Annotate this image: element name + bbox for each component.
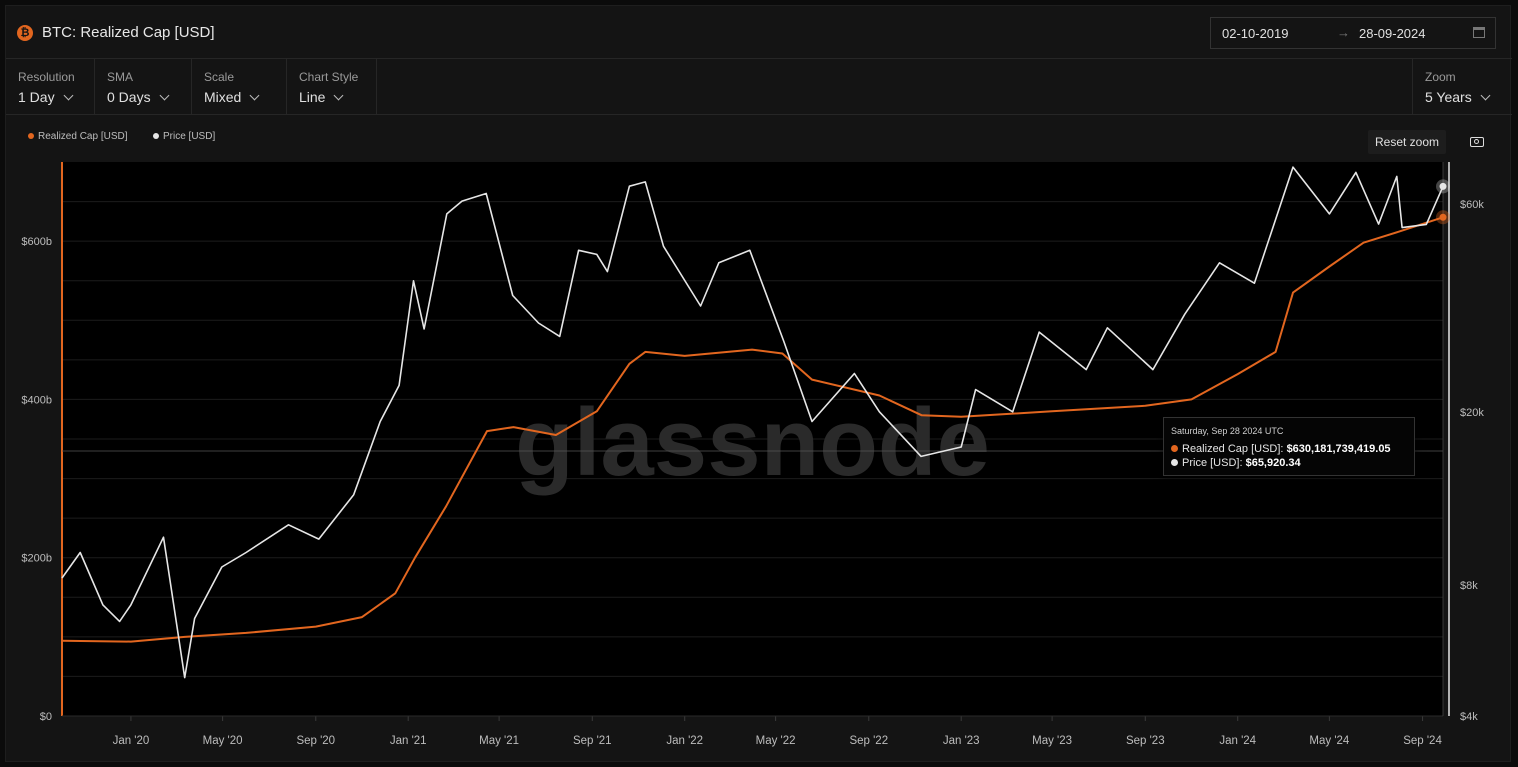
x-tick-label: Jan '21: [390, 735, 427, 747]
x-tick-label: Sep '21: [573, 735, 612, 747]
glassnode-watermark: glassnode: [515, 389, 990, 496]
x-tick-label: May '22: [756, 735, 796, 747]
legend-label: Price [USD]: [163, 131, 216, 142]
calendar-icon[interactable]: [1473, 27, 1485, 38]
chart-header: ₿ BTC: Realized Cap [USD] 02-10-2019 → 2…: [6, 6, 1512, 59]
bitcoin-icon: ₿: [17, 25, 33, 41]
resolution-value: 1 Day: [18, 89, 55, 105]
x-tick-label: Sep '24: [1403, 735, 1442, 747]
scale-value: Mixed: [204, 89, 242, 105]
legend-item-realized-cap[interactable]: Realized Cap [USD]: [28, 131, 127, 142]
chart-style-label: Chart Style: [299, 70, 359, 84]
y-right-tick-label: $60k: [1460, 199, 1484, 211]
scale-select[interactable]: Scale Mixed: [192, 59, 287, 114]
sma-label: SMA: [107, 70, 134, 84]
chart-toolbar: Resolution 1 Day SMA 0 Days Scale Mixed …: [6, 59, 1512, 115]
tooltip-row-price: Price [USD]: $65,920.34: [1171, 457, 1301, 469]
chart-style-select[interactable]: Chart Style Line: [287, 59, 377, 114]
zoom-select[interactable]: Zoom 5 Years: [1412, 59, 1512, 114]
x-tick-label: Sep '23: [1126, 735, 1165, 747]
y-right-tick-label: $4k: [1460, 711, 1478, 723]
resolution-select[interactable]: Resolution 1 Day: [6, 59, 95, 114]
tooltip-marker: [1171, 458, 1178, 466]
x-tick-label: Sep '20: [296, 735, 335, 747]
y-left-tick-label: $600b: [21, 236, 52, 248]
x-tick-label: May '20: [203, 735, 243, 747]
x-tick-label: Jan '23: [943, 735, 980, 747]
legend-marker: [28, 133, 34, 140]
tooltip-row-realized-cap: Realized Cap [USD]: $630,181,739,419.05: [1171, 443, 1391, 455]
x-tick-label: May '24: [1309, 735, 1350, 747]
tooltip-label: Price [USD]:: [1182, 457, 1243, 469]
y-right-tick-label: $8k: [1460, 580, 1478, 592]
tooltip-label: Realized Cap [USD]:: [1182, 443, 1284, 455]
date-from-input[interactable]: 02-10-2019: [1222, 26, 1289, 41]
zoom-label: Zoom: [1425, 70, 1456, 84]
x-tick-label: Sep '22: [849, 735, 888, 747]
tooltip-value: $65,920.34: [1245, 457, 1301, 469]
scale-label: Scale: [204, 70, 235, 84]
arrow-right-icon: →: [1337, 25, 1350, 40]
legend-marker: [153, 133, 159, 140]
camera-icon[interactable]: [1470, 137, 1484, 147]
reset-zoom-button[interactable]: Reset zoom: [1368, 130, 1446, 154]
tooltip-date: Saturday, Sep 28 2024 UTC: [1171, 426, 1284, 436]
sma-value: 0 Days: [107, 89, 151, 105]
y-left-tick-label: $0: [40, 711, 52, 723]
chart-tooltip: Saturday, Sep 28 2024 UTC Realized Cap […: [1163, 417, 1415, 476]
resolution-label: Resolution: [18, 70, 75, 84]
price-line: [61, 166, 1444, 679]
x-tick-label: Jan '20: [113, 735, 150, 747]
price-point[interactable]: [1439, 182, 1447, 190]
realized-cap-line: [61, 216, 1444, 643]
zoom-value: 5 Years: [1425, 89, 1472, 105]
y-right-tick-label: $20k: [1460, 407, 1484, 419]
y-left-tick-label: $400b: [21, 394, 52, 406]
chart-title: BTC: Realized Cap [USD]: [42, 24, 215, 41]
legend-label: Realized Cap [USD]: [38, 131, 128, 142]
x-tick-label: May '23: [1032, 735, 1072, 747]
tooltip-marker: [1171, 444, 1178, 452]
legend-item-price[interactable]: Price [USD]: [153, 131, 215, 142]
date-range-picker[interactable]: 02-10-2019 → 28-09-2024: [1210, 17, 1496, 49]
date-to-input[interactable]: 28-09-2024: [1359, 26, 1426, 41]
sma-select[interactable]: SMA 0 Days: [95, 59, 192, 114]
x-tick-label: Jan '22: [666, 735, 703, 747]
realized-cap-point[interactable]: [1439, 213, 1447, 221]
chart-style-value: Line: [299, 89, 326, 105]
tooltip-value: $630,181,739,419.05: [1286, 443, 1391, 455]
y-left-tick-label: $200b: [21, 553, 52, 565]
x-tick-label: Jan '24: [1219, 735, 1256, 747]
x-tick-label: May '21: [479, 735, 519, 747]
